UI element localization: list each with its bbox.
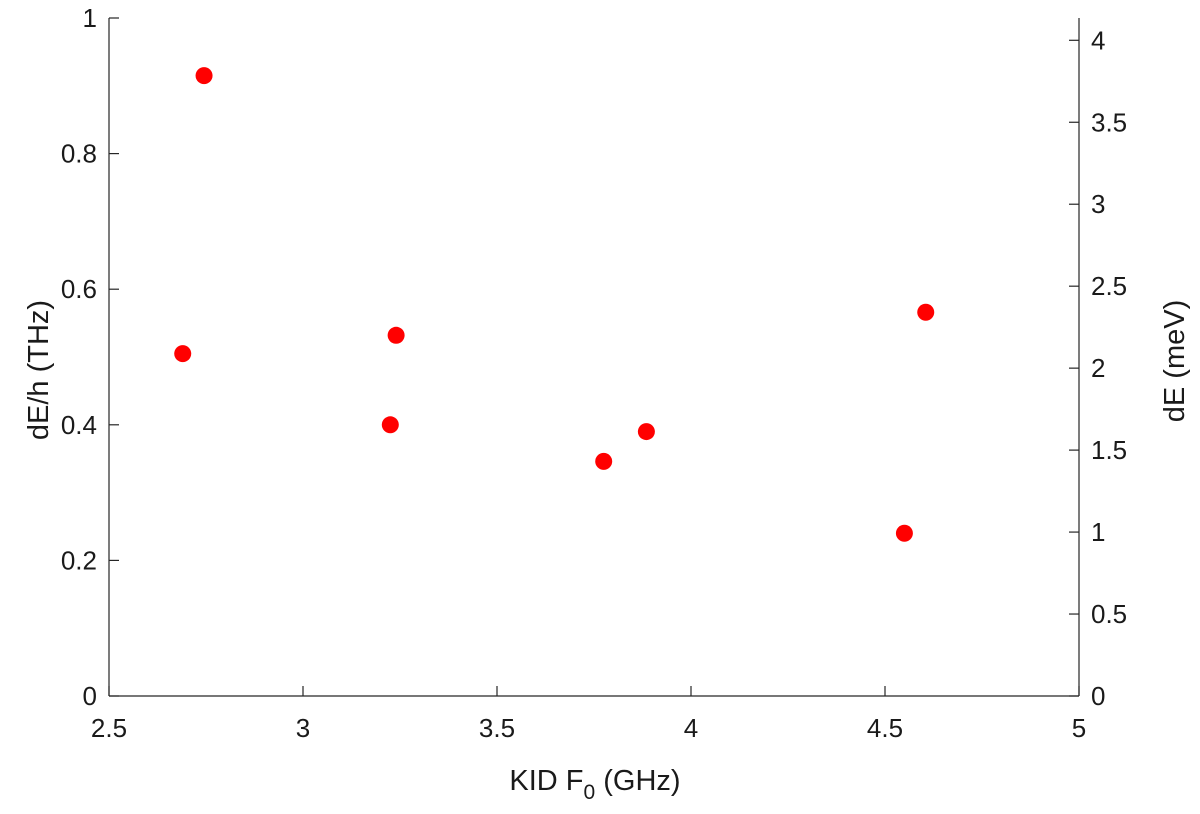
data-point bbox=[917, 303, 935, 321]
y-axis-label: dE/h (THz) bbox=[23, 300, 55, 440]
y2-axis-label: dE (meV) bbox=[1159, 300, 1191, 422]
x-axis-label-subscript: 0 bbox=[584, 781, 596, 804]
x-axis-label-unit: (GHz) bbox=[595, 765, 680, 797]
y-tick-label: 0 bbox=[83, 681, 97, 711]
tick-labels: 2.5 3 3.5 4 4.5 500.20.40.60.8100.511.522.533… bbox=[61, 3, 1127, 743]
data-point bbox=[174, 345, 192, 363]
x-tick-label: 3 bbox=[296, 713, 310, 743]
x-tick-label: 3.5 bbox=[479, 713, 515, 743]
y2-tick-label: 2 bbox=[1091, 353, 1105, 383]
x-tick-label: 2.5 bbox=[91, 713, 127, 743]
y2-tick-label: 3 bbox=[1091, 189, 1105, 219]
y-tick-label: 1 bbox=[83, 3, 97, 33]
x-tick-label: 4 bbox=[684, 713, 698, 743]
y-tick-label: 0.4 bbox=[61, 410, 97, 440]
y-tick-label: 0.6 bbox=[61, 274, 97, 304]
data-point bbox=[637, 423, 655, 441]
ticks bbox=[108, 17, 1080, 697]
data-point bbox=[895, 524, 913, 542]
y2-tick-label: 1.5 bbox=[1091, 435, 1127, 465]
y2-tick-label: 4 bbox=[1091, 25, 1105, 55]
data-point bbox=[381, 416, 399, 434]
axes bbox=[108, 18, 1080, 697]
data-points bbox=[174, 67, 935, 542]
y2-tick-label: 0.5 bbox=[1091, 599, 1127, 629]
data-point bbox=[595, 452, 613, 470]
y2-tick-label: 2.5 bbox=[1091, 271, 1127, 301]
x-tick-label: 4.5 bbox=[867, 713, 903, 743]
x-axis-label: KID F0 (GHz) bbox=[509, 765, 680, 804]
data-point bbox=[387, 326, 405, 344]
x-tick-label: 5 bbox=[1072, 713, 1086, 743]
y-tick-label: 0.8 bbox=[61, 139, 97, 169]
data-point bbox=[195, 67, 213, 85]
y-tick-label: 0.2 bbox=[61, 545, 97, 575]
y2-tick-label: 3.5 bbox=[1091, 107, 1127, 137]
y2-tick-label: 0 bbox=[1091, 681, 1105, 711]
y2-tick-label: 1 bbox=[1091, 517, 1105, 547]
